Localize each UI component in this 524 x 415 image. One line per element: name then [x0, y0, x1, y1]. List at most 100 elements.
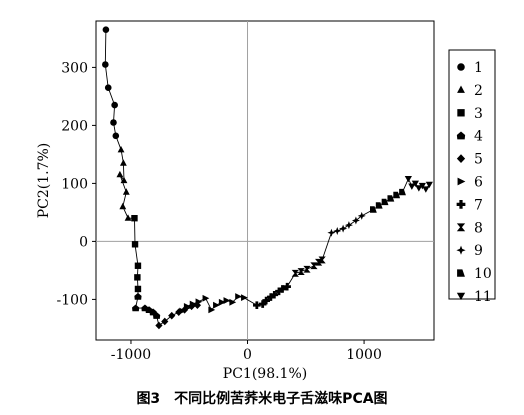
data-point-bowtie: [310, 262, 318, 270]
data-point-cross: [275, 287, 283, 296]
y-tick-label: -100: [57, 292, 88, 308]
data-point-triangle-right: [195, 298, 203, 306]
data-point-cross: [270, 290, 279, 299]
series-4: [132, 292, 161, 319]
data-point-parallelogram: [399, 188, 406, 196]
legend-box: [448, 49, 496, 300]
legend-marker-triangle-up: [457, 85, 465, 93]
data-point-star: [333, 226, 342, 235]
data-point-triangle-right: [213, 301, 220, 309]
data-point-circle: [104, 84, 112, 91]
plot-frame: [95, 20, 435, 341]
data-point-cross: [278, 285, 287, 293]
series-8: [291, 256, 326, 277]
data-point-star: [339, 224, 348, 233]
legend-marker-bowtie: [456, 223, 466, 232]
data-point-square: [134, 274, 141, 281]
data-point-pentagon: [132, 304, 140, 312]
data-point-bowtie: [315, 258, 323, 266]
legend-marker-parallelogram: [457, 269, 465, 277]
data-point-pentagon: [134, 292, 142, 300]
legend-marker-square: [457, 109, 465, 117]
legend-label: 10: [474, 266, 492, 282]
data-point-triangle-right: [218, 298, 226, 306]
series-10: [369, 188, 406, 213]
data-point-parallelogram: [381, 198, 389, 206]
data-point-square: [131, 241, 139, 248]
data-point-cross: [267, 293, 275, 301]
legend-label: 11: [474, 289, 492, 305]
y-tick-label: 300: [61, 60, 88, 76]
data-point-diamond: [193, 301, 201, 309]
series-5: [155, 301, 201, 330]
series-3: [131, 215, 142, 293]
data-point-triangle-right: [189, 300, 197, 308]
x-tick-label: -1000: [111, 347, 151, 363]
data-point-circle: [110, 119, 117, 126]
data-point-triangle-down: [408, 183, 416, 190]
data-point-star: [327, 228, 336, 237]
data-point-triangle-down: [415, 185, 423, 192]
legend-label: 6: [474, 175, 483, 191]
data-point-parallelogram: [369, 206, 377, 213]
data-point-triangle-down: [404, 175, 412, 183]
y-tick-label: 100: [61, 176, 88, 192]
legend-marker-circle: [457, 63, 465, 71]
legend: 1 2 3 4 5 6 7 8 9 10 11: [448, 49, 496, 305]
data-point-triangle-down: [425, 181, 433, 189]
y-tick-label: 0: [79, 234, 88, 250]
legend-marker-star: [456, 245, 466, 255]
y-axis-label: PC2(1.7%): [36, 143, 52, 219]
legend-label: 7: [474, 197, 483, 213]
y-tick-label: 200: [61, 118, 88, 134]
legend-label: 3: [474, 106, 483, 122]
data-point-triangle-right: [208, 306, 216, 314]
series-6: [179, 293, 248, 315]
legend-marker-cross: [456, 200, 466, 209]
data-point-square: [134, 285, 142, 293]
legend-label: 1: [474, 60, 483, 76]
data-point-triangle-up: [119, 159, 127, 166]
data-point-bowtie: [291, 269, 299, 277]
data-point-pentagon: [153, 312, 161, 319]
connecting-line: [104, 29, 430, 327]
legend-marker-diamond: [456, 154, 466, 163]
zero-lines: [96, 21, 434, 340]
series-7: [253, 282, 291, 309]
data-point-bowtie: [318, 256, 326, 264]
data-point-cross: [262, 296, 270, 305]
data-point-diamond: [155, 321, 163, 330]
data-point-triangle-up: [122, 188, 130, 195]
data-point-triangle-right: [235, 293, 242, 300]
data-point-triangle-up: [117, 145, 125, 153]
x-tick-label: 0: [243, 347, 252, 363]
data-point-triangle-right: [223, 297, 231, 304]
data-point-cross: [253, 301, 261, 309]
data-point-cross: [258, 300, 267, 308]
data-point-circle: [112, 132, 120, 140]
legend-label: 5: [474, 152, 483, 168]
data-point-square: [134, 262, 142, 269]
series-2: [116, 145, 132, 221]
x-tick-label: 1000: [346, 347, 382, 363]
data-point-triangle-down: [422, 186, 430, 193]
data-point-square: [131, 215, 138, 222]
legend-label: 4: [474, 129, 483, 145]
data-point-triangle-up: [124, 214, 132, 221]
data-point-triangle-right: [241, 294, 248, 302]
data-point-circle: [111, 101, 118, 109]
plot-border: [95, 20, 435, 341]
data-point-star: [351, 216, 360, 225]
data-point-cross: [283, 282, 291, 291]
data-point-triangle-right: [179, 307, 187, 315]
series-1: [102, 26, 120, 140]
data-point-circle: [102, 61, 109, 68]
data-point-parallelogram: [375, 202, 383, 209]
data-point-parallelogram: [393, 191, 401, 199]
legend-label: 2: [474, 83, 483, 99]
legend-label: 9: [474, 243, 483, 259]
data-point-circle: [102, 26, 110, 33]
data-point-star: [357, 211, 366, 220]
